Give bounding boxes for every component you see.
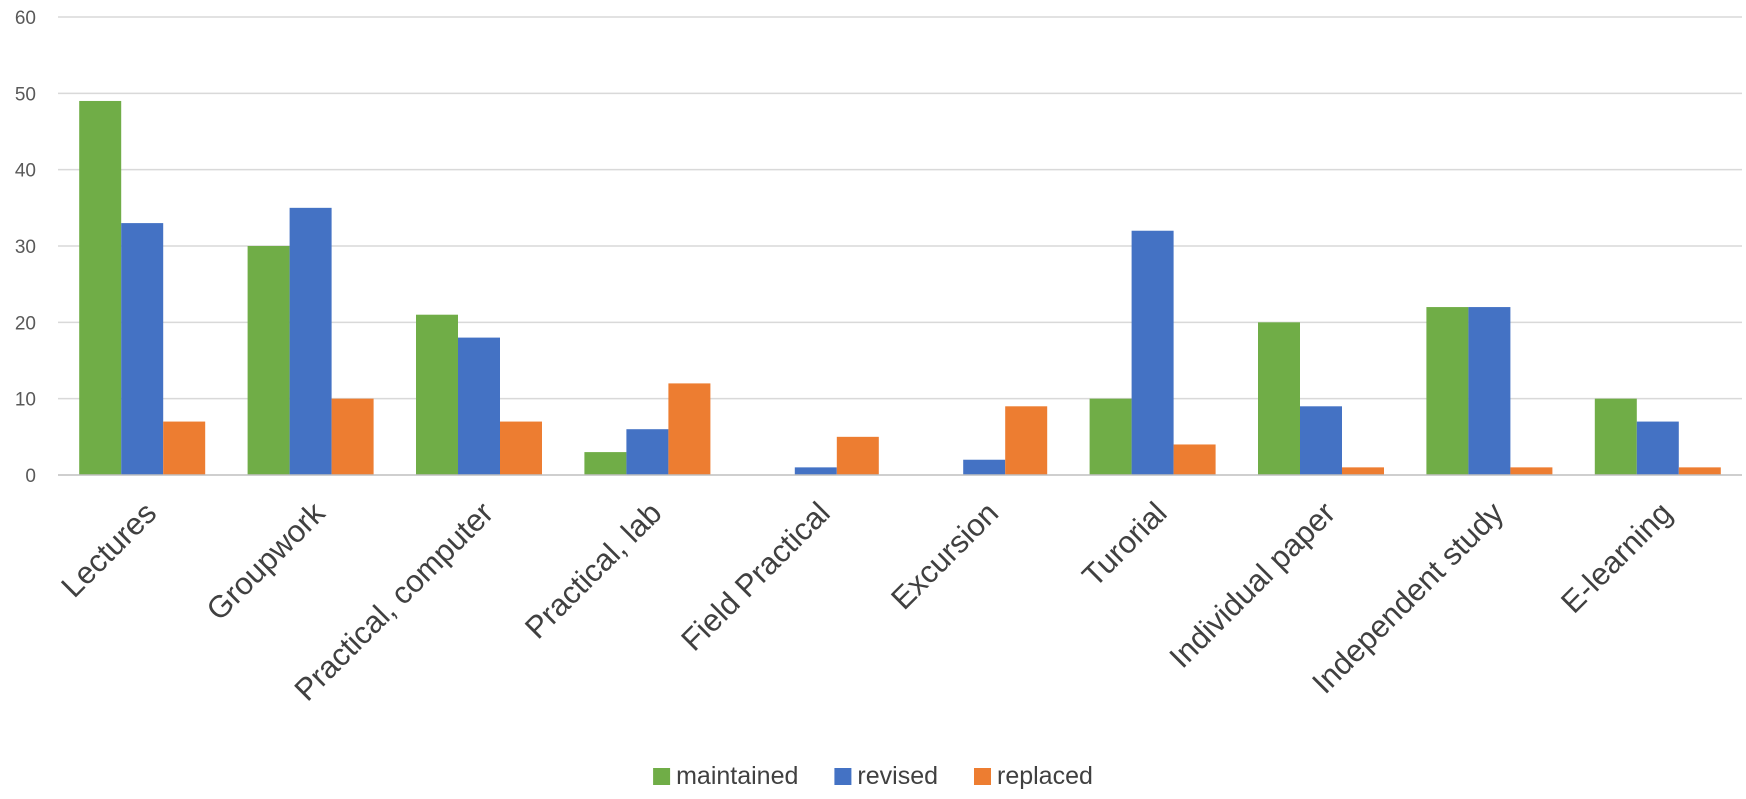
bar-replaced-5 <box>1005 406 1048 475</box>
legend-item: replaced <box>974 762 1093 790</box>
bar-replaced-7 <box>1342 467 1384 475</box>
bar-maintained-8 <box>1426 307 1469 475</box>
bar-revised-6 <box>1131 230 1174 475</box>
bar-revised-9 <box>1636 421 1679 475</box>
bar-revised-0 <box>121 223 164 475</box>
legend: maintained revised replaced <box>653 762 1093 790</box>
bar-replaced-2 <box>500 421 542 475</box>
bar-revised-8 <box>1468 307 1511 475</box>
x-category-label: Groupwork <box>200 495 332 627</box>
y-tick-label: 50 <box>15 84 36 105</box>
bar-maintained-3 <box>584 452 627 475</box>
bar-replaced-3 <box>668 383 711 475</box>
x-category-label: Individual paper <box>1162 495 1342 675</box>
bar-replaced-1 <box>331 398 374 475</box>
y-tick-label: 40 <box>15 161 36 182</box>
y-tick-label: 10 <box>15 390 36 411</box>
bar-revised-5 <box>963 459 1006 475</box>
bar-maintained-2 <box>416 314 458 475</box>
y-tick-label: 60 <box>15 8 36 29</box>
bar-revised-2 <box>458 337 500 475</box>
bar-maintained-7 <box>1258 322 1300 475</box>
bar-replaced-8 <box>1510 467 1553 475</box>
bar-revised-7 <box>1300 406 1342 475</box>
legend-label: revised <box>857 762 938 790</box>
y-tick-label: 30 <box>15 237 36 258</box>
y-axis-tick-labels: 0 10 20 30 40 50 60 <box>15 8 36 487</box>
bar-revised-1 <box>289 207 332 476</box>
y-tick-label: 20 <box>15 313 36 334</box>
y-tick-label: 0 <box>25 466 36 487</box>
x-category-label: Practical, lab <box>518 495 668 645</box>
x-category-label: Lectures <box>54 495 163 604</box>
bar-replaced-4 <box>836 436 879 475</box>
x-category-label: Turorial <box>1075 495 1173 593</box>
bar-revised-3 <box>626 429 669 475</box>
bar-maintained-6 <box>1089 398 1132 475</box>
x-category-label: E-learning <box>1554 495 1679 620</box>
bar-maintained-0 <box>79 100 122 475</box>
x-category-label: Excursion <box>884 495 1005 616</box>
legend-label: replaced <box>997 762 1093 790</box>
bar-replaced-6 <box>1173 444 1216 475</box>
bars <box>79 100 1721 476</box>
bar-replaced-0 <box>163 421 206 475</box>
bar-maintained-9 <box>1594 398 1637 475</box>
legend-swatch <box>653 768 671 785</box>
legend-swatch <box>974 768 991 785</box>
legend-swatch <box>834 768 852 785</box>
bar-maintained-1 <box>247 246 290 475</box>
legend-label: maintained <box>676 762 798 790</box>
legend-item: revised <box>834 762 938 790</box>
x-category-label: Field Practical <box>674 495 836 657</box>
legend-item: maintained <box>653 762 798 790</box>
bar-revised-4 <box>794 467 837 475</box>
bar-replaced-9 <box>1678 467 1721 475</box>
